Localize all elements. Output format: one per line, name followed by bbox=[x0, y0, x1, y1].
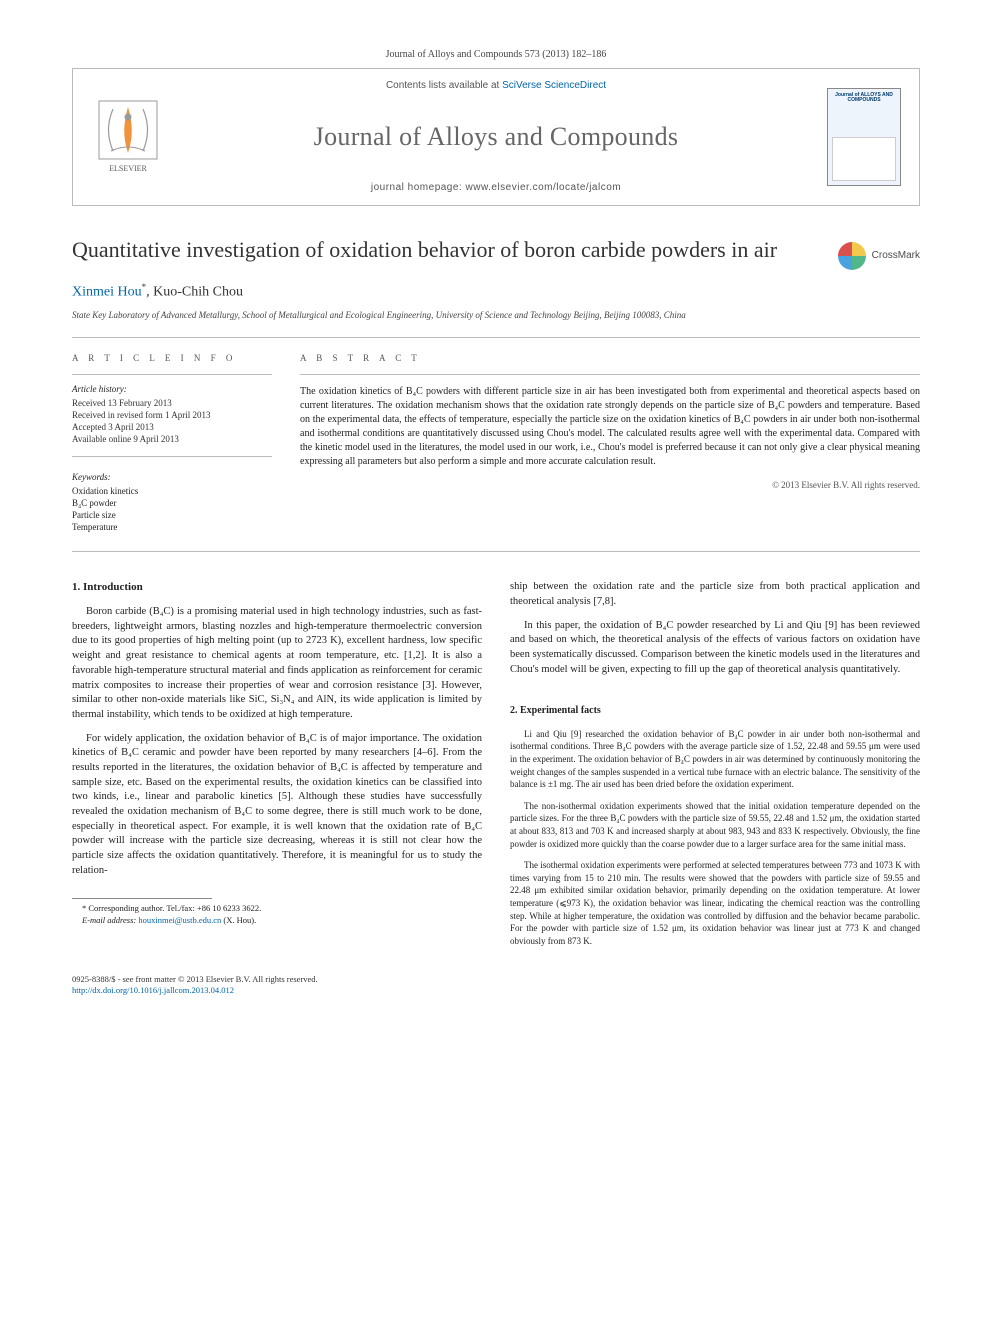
author-2: , Kuo-Chih Chou bbox=[146, 285, 243, 300]
intro-p4: In this paper, the oxidation of B₄C powd… bbox=[510, 619, 920, 678]
homepage-line: journal homepage: www.elsevier.com/locat… bbox=[191, 181, 801, 195]
cover-thumb-body bbox=[832, 137, 896, 181]
journal-cover-thumb: Journal of ALLOYS AND COMPOUNDS bbox=[827, 88, 901, 186]
article-info-heading: A R T I C L E I N F O bbox=[72, 352, 272, 364]
author-1[interactable]: Xinmei Hou bbox=[72, 285, 142, 300]
footnote-corr: * Corresponding author. Tel./fax: +86 10… bbox=[72, 903, 482, 914]
elsevier-logo-cell: ELSEVIER bbox=[73, 69, 183, 205]
homepage-prefix: journal homepage: bbox=[371, 182, 466, 193]
abstract-heading: A B S T R A C T bbox=[300, 352, 920, 364]
crossmark-label: CrossMark bbox=[872, 249, 920, 263]
crossmark-icon bbox=[838, 242, 866, 270]
footer-doi-link[interactable]: http://dx.doi.org/10.1016/j.jallcom.2013… bbox=[72, 985, 234, 995]
keyword-2: Particle size bbox=[72, 509, 272, 521]
history-2: Accepted 3 April 2013 bbox=[72, 421, 272, 433]
intro-p2: For widely application, the oxidation be… bbox=[72, 732, 482, 879]
exp-p1: Li and Qiu [9] researched the oxidation … bbox=[510, 728, 920, 791]
history-3: Available online 9 April 2013 bbox=[72, 433, 272, 445]
cover-thumb-title: Journal of ALLOYS AND COMPOUNDS bbox=[828, 89, 900, 104]
abstract-copyright: © 2013 Elsevier B.V. All rights reserved… bbox=[300, 479, 920, 491]
page-footer: 0925-8388/$ - see front matter © 2013 El… bbox=[72, 974, 920, 996]
svg-text:ELSEVIER: ELSEVIER bbox=[109, 164, 147, 173]
intro-heading: 1. Introduction bbox=[72, 580, 482, 595]
sciencedirect-link[interactable]: SciVerse ScienceDirect bbox=[502, 80, 606, 91]
keyword-1: B₄C powder bbox=[72, 497, 272, 509]
exp-p3: The isothermal oxidation experiments wer… bbox=[510, 859, 920, 947]
intro-p1: Boron carbide (B₄C) is a promising mater… bbox=[72, 605, 482, 723]
author-line: Xinmei Hou*, Kuo-Chih Chou bbox=[72, 281, 920, 303]
footer-issn: 0925-8388/$ - see front matter © 2013 El… bbox=[72, 974, 920, 985]
article-info-col: A R T I C L E I N F O Article history: R… bbox=[72, 352, 272, 534]
journal-header-box: ELSEVIER Contents lists available at Sci… bbox=[72, 68, 920, 206]
cover-thumb-cell: Journal of ALLOYS AND COMPOUNDS bbox=[809, 69, 919, 205]
contents-line: Contents lists available at SciVerse Sci… bbox=[191, 79, 801, 93]
elsevier-logo: ELSEVIER bbox=[93, 97, 163, 177]
keyword-3: Temperature bbox=[72, 521, 272, 533]
intro-p3: ship between the oxidation rate and the … bbox=[510, 580, 920, 609]
col-left: 1. Introduction Boron carbide (B₄C) is a… bbox=[72, 580, 482, 956]
contents-prefix: Contents lists available at bbox=[386, 80, 502, 91]
email-link[interactable]: houxinmei@ustb.edu.cn bbox=[138, 915, 221, 925]
citation-line: Journal of Alloys and Compounds 573 (201… bbox=[72, 48, 920, 62]
body-columns: 1. Introduction Boron carbide (B₄C) is a… bbox=[72, 580, 920, 956]
history-0: Received 13 February 2013 bbox=[72, 397, 272, 409]
header-center: Contents lists available at SciVerse Sci… bbox=[183, 69, 809, 205]
article-head: Quantitative investigation of oxidation … bbox=[72, 236, 920, 264]
journal-title: Journal of Alloys and Compounds bbox=[191, 119, 801, 154]
footnote-email: E-mail address: houxinmei@ustb.edu.cn (X… bbox=[72, 915, 482, 926]
keywords-label: Keywords: bbox=[72, 471, 272, 483]
col-right: ship between the oxidation rate and the … bbox=[510, 580, 920, 956]
email-author: (X. Hou). bbox=[223, 915, 256, 925]
exp-p2: The non-isothermal oxidation experiments… bbox=[510, 800, 920, 850]
article-title: Quantitative investigation of oxidation … bbox=[72, 236, 792, 264]
abstract-body: The oxidation kinetics of B₄C powders wi… bbox=[300, 385, 920, 469]
abstract-col: A B S T R A C T The oxidation kinetics o… bbox=[300, 352, 920, 534]
email-label: E-mail address: bbox=[82, 915, 136, 925]
footnote-rule bbox=[72, 898, 212, 899]
history-label: Article history: bbox=[72, 383, 272, 395]
meta-row: A R T I C L E I N F O Article history: R… bbox=[72, 337, 920, 553]
keyword-0: Oxidation kinetics bbox=[72, 485, 272, 497]
exp-heading: 2. Experimental facts bbox=[510, 704, 920, 718]
crossmark-badge[interactable]: CrossMark bbox=[838, 242, 920, 270]
homepage-url: www.elsevier.com/locate/jalcom bbox=[466, 182, 622, 193]
history-1: Received in revised form 1 April 2013 bbox=[72, 409, 272, 421]
affiliation: State Key Laboratory of Advanced Metallu… bbox=[72, 309, 920, 321]
